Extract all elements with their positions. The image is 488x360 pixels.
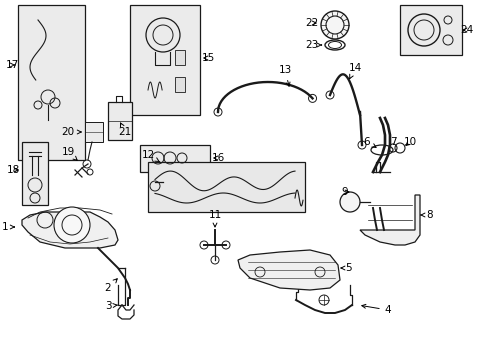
Text: 21: 21 bbox=[118, 123, 131, 137]
Text: 7: 7 bbox=[389, 137, 395, 147]
Text: 13: 13 bbox=[278, 65, 291, 86]
Text: 14: 14 bbox=[347, 63, 361, 79]
Text: 8: 8 bbox=[420, 210, 432, 220]
Text: 3: 3 bbox=[104, 301, 117, 311]
Text: 2: 2 bbox=[104, 279, 117, 293]
Text: 10: 10 bbox=[403, 137, 416, 147]
Text: 15: 15 bbox=[201, 53, 214, 63]
Text: 9: 9 bbox=[341, 187, 348, 197]
Text: 18: 18 bbox=[6, 165, 20, 175]
Circle shape bbox=[339, 192, 359, 212]
Bar bbox=[130, 5, 200, 115]
Text: 20: 20 bbox=[61, 127, 81, 137]
Text: 22: 22 bbox=[305, 18, 318, 28]
Bar bbox=[148, 162, 305, 212]
Circle shape bbox=[54, 207, 90, 243]
Bar bbox=[175, 50, 184, 65]
Text: 19: 19 bbox=[61, 147, 77, 160]
Bar bbox=[108, 102, 132, 140]
Text: 11: 11 bbox=[208, 210, 221, 227]
Text: 23: 23 bbox=[305, 40, 321, 50]
Text: 4: 4 bbox=[361, 304, 390, 315]
Circle shape bbox=[320, 11, 348, 39]
Text: 16: 16 bbox=[211, 153, 224, 163]
Text: 1: 1 bbox=[1, 222, 14, 232]
Bar bbox=[85, 122, 103, 142]
Text: 5: 5 bbox=[340, 263, 350, 273]
Bar bbox=[175, 77, 184, 92]
Bar bbox=[22, 142, 48, 205]
Text: 12: 12 bbox=[141, 150, 160, 162]
Text: 17: 17 bbox=[5, 60, 19, 70]
Text: 6: 6 bbox=[363, 137, 375, 148]
Text: 24: 24 bbox=[459, 25, 473, 35]
Bar bbox=[140, 145, 209, 172]
Bar bbox=[18, 5, 85, 160]
Polygon shape bbox=[359, 195, 419, 245]
Bar bbox=[399, 5, 461, 55]
Polygon shape bbox=[238, 250, 339, 290]
Polygon shape bbox=[22, 212, 118, 248]
